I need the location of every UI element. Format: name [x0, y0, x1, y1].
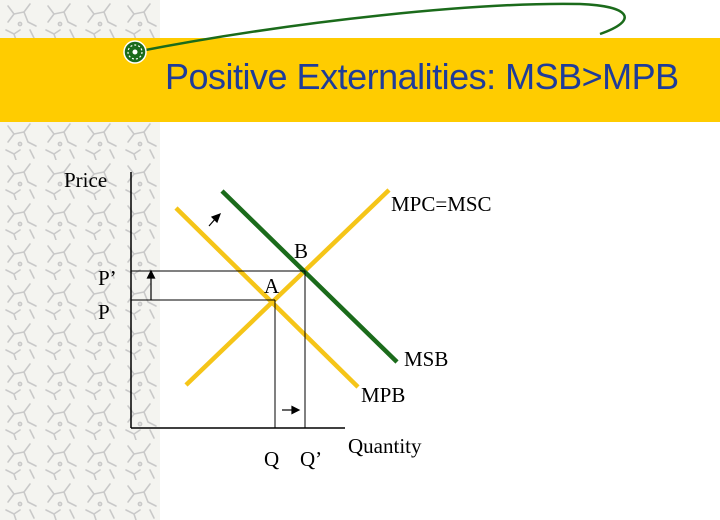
price-increase-arrow: [146, 269, 156, 300]
x-axis-label: Quantity: [348, 434, 422, 458]
quantity-label-q-prime: Q’: [300, 447, 323, 471]
mpb-label: MPB: [361, 383, 406, 407]
msb-label: MSB: [404, 347, 449, 371]
msb-shift-arrow: [208, 212, 222, 227]
quantity-label-q: Q: [264, 447, 280, 471]
msb-curve: [220, 189, 399, 364]
mpb-curve: [174, 206, 360, 389]
slide-title: Positive Externalities: MSB>MPB: [165, 56, 679, 97]
point-b-label: B: [294, 239, 309, 263]
y-axis-label: Price: [64, 168, 108, 192]
green-dotted-bullet-icon: [123, 40, 147, 64]
mpc-msc-label: MPC=MSC: [391, 192, 492, 216]
price-label-p: P: [98, 300, 110, 324]
mpc-msc-curve: [184, 188, 391, 387]
title-bar: [0, 38, 720, 122]
point-a-label: A: [264, 274, 280, 298]
price-label-p-prime: P’: [98, 266, 117, 290]
quantity-increase-arrow: [282, 405, 301, 415]
